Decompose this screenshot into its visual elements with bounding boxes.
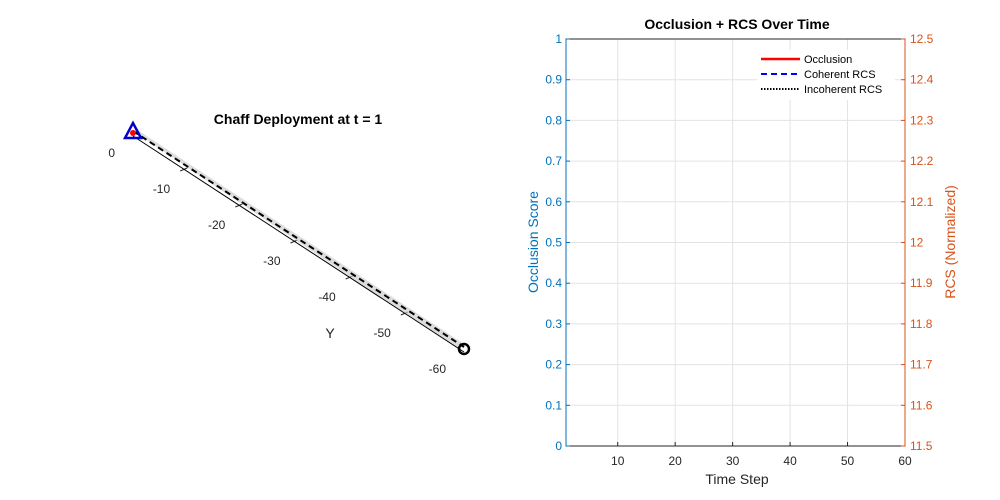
chaff-markers [122, 120, 471, 356]
x-tick-label: 20 [668, 454, 682, 468]
right-y-tick-label: 12.5 [910, 32, 934, 46]
x-axis-label: Time Step [705, 471, 768, 487]
chaff-deployment-chart: Chaff Deployment at t = 1 0 -10 -20 -30 -40 -… [108, 111, 471, 376]
legend-entry: Coherent RCS [804, 69, 876, 81]
right-y-tick-label: 12 [910, 236, 924, 250]
left-y-tick-label: 0.3 [545, 317, 562, 331]
right-y-tick-label: 12.2 [910, 154, 934, 168]
chaff-y-axis-label: Y [325, 325, 335, 341]
left-y-tick-label: 0.7 [545, 154, 562, 168]
right-y-tick-label: 11.5 [910, 439, 933, 453]
chaff-dot-marker [130, 130, 136, 136]
y-tick-label: -30 [263, 254, 281, 268]
x-tick-label: 10 [611, 454, 625, 468]
left-y-tick-label: 0.2 [545, 358, 562, 372]
x-tick-label: 60 [898, 454, 912, 468]
occlusion-chart-title: Occlusion + RCS Over Time [644, 16, 830, 32]
chaff-cloud-band [133, 131, 464, 349]
right-y-tick-label: 11.8 [910, 317, 933, 331]
right-y-tick-label: 11.6 [910, 398, 933, 412]
left-y-axis-ticks: 0 0.1 0.2 0.3 0.4 0.5 0.6 0.7 0.8 0.9 1 [545, 32, 570, 453]
left-y-axis-label: Occlusion Score [525, 191, 541, 293]
right-y-axis-label: RCS (Normalized) [942, 185, 958, 299]
grid-lines [566, 38, 906, 447]
y-tick-label: 0 [108, 146, 115, 160]
left-y-tick-label: 0.9 [545, 73, 562, 87]
legend-entry: Occlusion [804, 54, 852, 66]
chaff-lines [132, 130, 465, 353]
left-y-tick-label: 0.5 [545, 236, 562, 250]
right-y-tick-label: 12.3 [910, 113, 934, 127]
x-tick-label: 40 [783, 454, 797, 468]
y-tick-label: -40 [318, 290, 336, 304]
chaff-chart-title: Chaff Deployment at t = 1 [214, 111, 383, 127]
x-axis-ticks: 10 20 30 40 50 60 [611, 442, 912, 468]
right-y-tick-label: 12.4 [910, 73, 934, 87]
y-axis-ticks: 0 -10 -20 -30 -40 -50 -60 [108, 146, 446, 376]
left-y-tick-label: 0.4 [545, 276, 562, 290]
x-tick-label: 30 [726, 454, 740, 468]
radar-triangle-marker [122, 120, 144, 140]
left-y-tick-label: 0.8 [545, 113, 562, 127]
y-tick-label: -20 [208, 218, 226, 232]
y-tick-label: -60 [429, 362, 447, 376]
legend: Occlusion Coherent RCS Incoherent RCS [757, 50, 895, 100]
left-y-tick-label: 0.6 [545, 195, 562, 209]
chaff-dashed-line [132, 130, 465, 348]
occlusion-rcs-chart: Occlusion + RCS Over Time 10 20 30 40 50 60 0… [525, 16, 958, 487]
y-tick-label: -10 [153, 182, 171, 196]
target-circle-marker [457, 342, 471, 356]
right-y-tick-label: 11.9 [910, 276, 933, 290]
right-y-tick-label: 12.1 [910, 195, 934, 209]
right-y-axis-ticks: 11.5 11.6 11.7 11.8 11.9 12 12.1 12.2 12.3 12.4 12… [901, 32, 934, 453]
left-y-tick-label: 0.1 [545, 398, 562, 412]
left-y-tick-label: 1 [555, 32, 562, 46]
y-tick-label: -50 [373, 326, 391, 340]
x-tick-label: 50 [841, 454, 855, 468]
legend-entry: Incoherent RCS [804, 84, 882, 96]
right-y-tick-label: 11.7 [910, 358, 933, 372]
left-y-tick-label: 0 [555, 439, 562, 453]
chaff-solid-line [132, 135, 465, 353]
